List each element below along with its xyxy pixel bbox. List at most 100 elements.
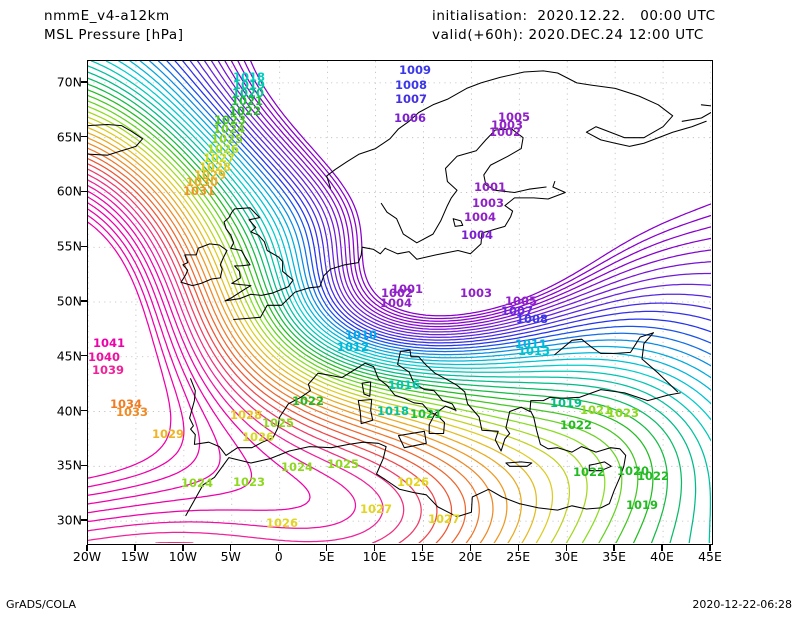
contour-line (88, 77, 683, 543)
contour-value-label: 1022 (636, 469, 670, 483)
field-name-label: MSL Pressure [hPa] (44, 27, 184, 43)
contour-line (88, 71, 697, 543)
coastline (361, 381, 372, 397)
coastline (452, 218, 464, 227)
contour-value-label: 1004 (463, 210, 497, 224)
contour-line (88, 100, 623, 543)
x-tick (661, 545, 663, 551)
contour-value-label: 1022 (572, 465, 606, 479)
x-axis-label: 20W (72, 549, 102, 564)
coastline (185, 410, 627, 518)
coastline (505, 461, 533, 467)
y-tick (81, 300, 87, 302)
coastline (588, 461, 612, 472)
contour-line (88, 111, 588, 543)
generation-timestamp-label: 2020-12-22-06:28 (692, 598, 792, 611)
contour-line (88, 116, 571, 543)
contour-value-label: 1018 (376, 404, 410, 418)
y-axis-label: 45N (56, 348, 82, 364)
contour-value-label: 1003 (471, 196, 505, 210)
coastline (380, 128, 547, 244)
contour-line (88, 94, 639, 543)
coastline (681, 104, 711, 122)
contour-line (88, 137, 508, 543)
contour-value-label: 1023 (606, 406, 640, 420)
x-axis-label: 25E (506, 549, 531, 564)
y-tick (81, 409, 87, 412)
contour-line (88, 190, 311, 523)
contour-line (88, 89, 654, 543)
contour-value-label: 1021 (230, 94, 264, 108)
contour-line (88, 196, 253, 514)
contour-line (88, 127, 538, 543)
x-axis-label: 30E (554, 549, 579, 564)
contour-line (88, 152, 467, 543)
coastline (189, 349, 681, 456)
coastline (397, 430, 427, 449)
contour-value-label: 1031 (182, 184, 216, 198)
x-tick (373, 545, 376, 551)
contour-line (88, 142, 494, 543)
x-tick (277, 545, 280, 551)
contour-line (166, 61, 711, 350)
contour-value-label: 1020 (616, 464, 650, 478)
contour-line (105, 61, 711, 421)
contour-value-label: 1008 (394, 78, 428, 92)
contour-value-label: 1027 (359, 502, 393, 516)
contour-value-label: 1004 (379, 296, 413, 310)
contour-value-label: 1040 (87, 350, 121, 364)
contour-value-label: 1028 (229, 408, 263, 422)
contour-line (189, 61, 711, 341)
x-tick (230, 545, 232, 551)
contour-line (88, 168, 422, 543)
x-axis-label: 5W (220, 549, 241, 564)
contour-value-label: 1005 (504, 294, 538, 308)
contour-value-label: 1002 (488, 125, 522, 139)
contour-value-label: 1027 (202, 151, 236, 165)
y-tick (81, 464, 87, 466)
coastline (180, 243, 228, 287)
x-axis-label: 15E (410, 549, 435, 564)
contour-value-label: 1025 (261, 416, 295, 430)
contour-value-label: 1004 (460, 228, 494, 242)
x-tick (565, 545, 567, 551)
x-tick (517, 545, 519, 551)
contour-value-label: 1019 (625, 498, 659, 512)
y-axis-label: 35N (56, 457, 82, 473)
y-tick (81, 519, 87, 521)
contour-line (88, 202, 221, 505)
contour-line (157, 61, 711, 356)
y-tick (81, 81, 87, 83)
contour-line (88, 221, 172, 479)
contour-value-label: 1030 (185, 175, 219, 189)
contour-line (224, 61, 711, 328)
contour-line (237, 61, 711, 322)
x-axis-label: 20E (458, 549, 483, 564)
contour-value-label: 1007 (500, 304, 534, 318)
contour-value-label: 1019 (232, 78, 266, 92)
contour-value-label: 1029 (151, 427, 185, 441)
contour-value-label: 1024 (180, 476, 214, 490)
contour-value-label: 1024 (212, 122, 246, 136)
y-tick (81, 245, 87, 247)
contour-line (90, 61, 711, 442)
contour-value-label: 1029 (193, 168, 227, 182)
contour-line (88, 147, 480, 543)
gridlines (88, 61, 711, 543)
x-tick (421, 545, 424, 551)
contour-value-label: 1006 (393, 111, 427, 125)
contour-value-label: 1028 (198, 160, 232, 174)
contour-value-label: 1020 (231, 86, 265, 100)
y-axis-label: 30N (56, 512, 82, 528)
contour-value-label: 1003 (459, 286, 493, 300)
coastline (233, 180, 566, 321)
contour-value-label: 1024 (280, 460, 314, 474)
y-axis-label: 60N (56, 183, 82, 199)
coastline (326, 70, 707, 189)
contour-line (129, 61, 711, 391)
pressure-contours (88, 61, 711, 543)
contour-value-label: 1027 (427, 512, 461, 526)
contour-line (217, 61, 711, 330)
contour-value-label: 1008 (515, 312, 549, 326)
